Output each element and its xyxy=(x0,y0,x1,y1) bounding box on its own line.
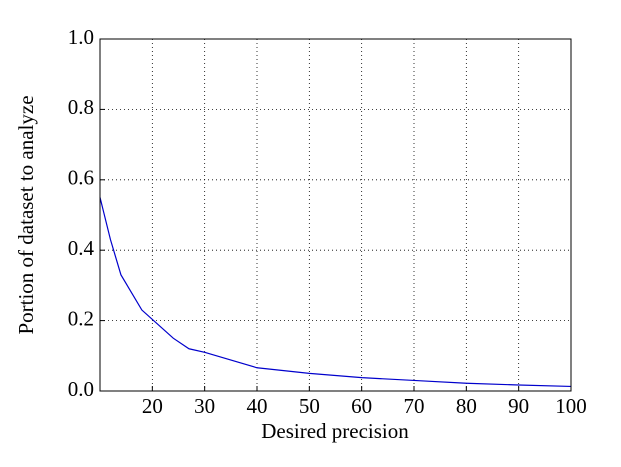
data-line xyxy=(99,197,572,388)
x-tick-label: 100 xyxy=(555,394,587,418)
x-tick-label: 80 xyxy=(456,394,477,418)
y-axis-label: Portion of dataset to analyze xyxy=(14,95,38,334)
y-tick-label: 0.4 xyxy=(68,236,95,260)
plot-frame xyxy=(99,38,572,392)
y-tick-label: 0.6 xyxy=(68,166,94,190)
y-tick-label: 1.0 xyxy=(68,25,94,49)
y-tick-label: 0.8 xyxy=(68,95,94,119)
x-tick-label: 70 xyxy=(404,394,425,418)
x-tick-label: 20 xyxy=(142,394,163,418)
x-tick-label: 40 xyxy=(247,394,268,418)
x-tick-label: 90 xyxy=(508,394,529,418)
y-tick-label: 0.2 xyxy=(68,306,94,330)
x-tick-label: 30 xyxy=(194,394,215,418)
y-tick-label: 0.0 xyxy=(68,377,94,401)
x-axis-label: Desired precision xyxy=(261,419,409,443)
x-tick-label: 50 xyxy=(299,394,320,418)
x-tick-label: 60 xyxy=(351,394,372,418)
